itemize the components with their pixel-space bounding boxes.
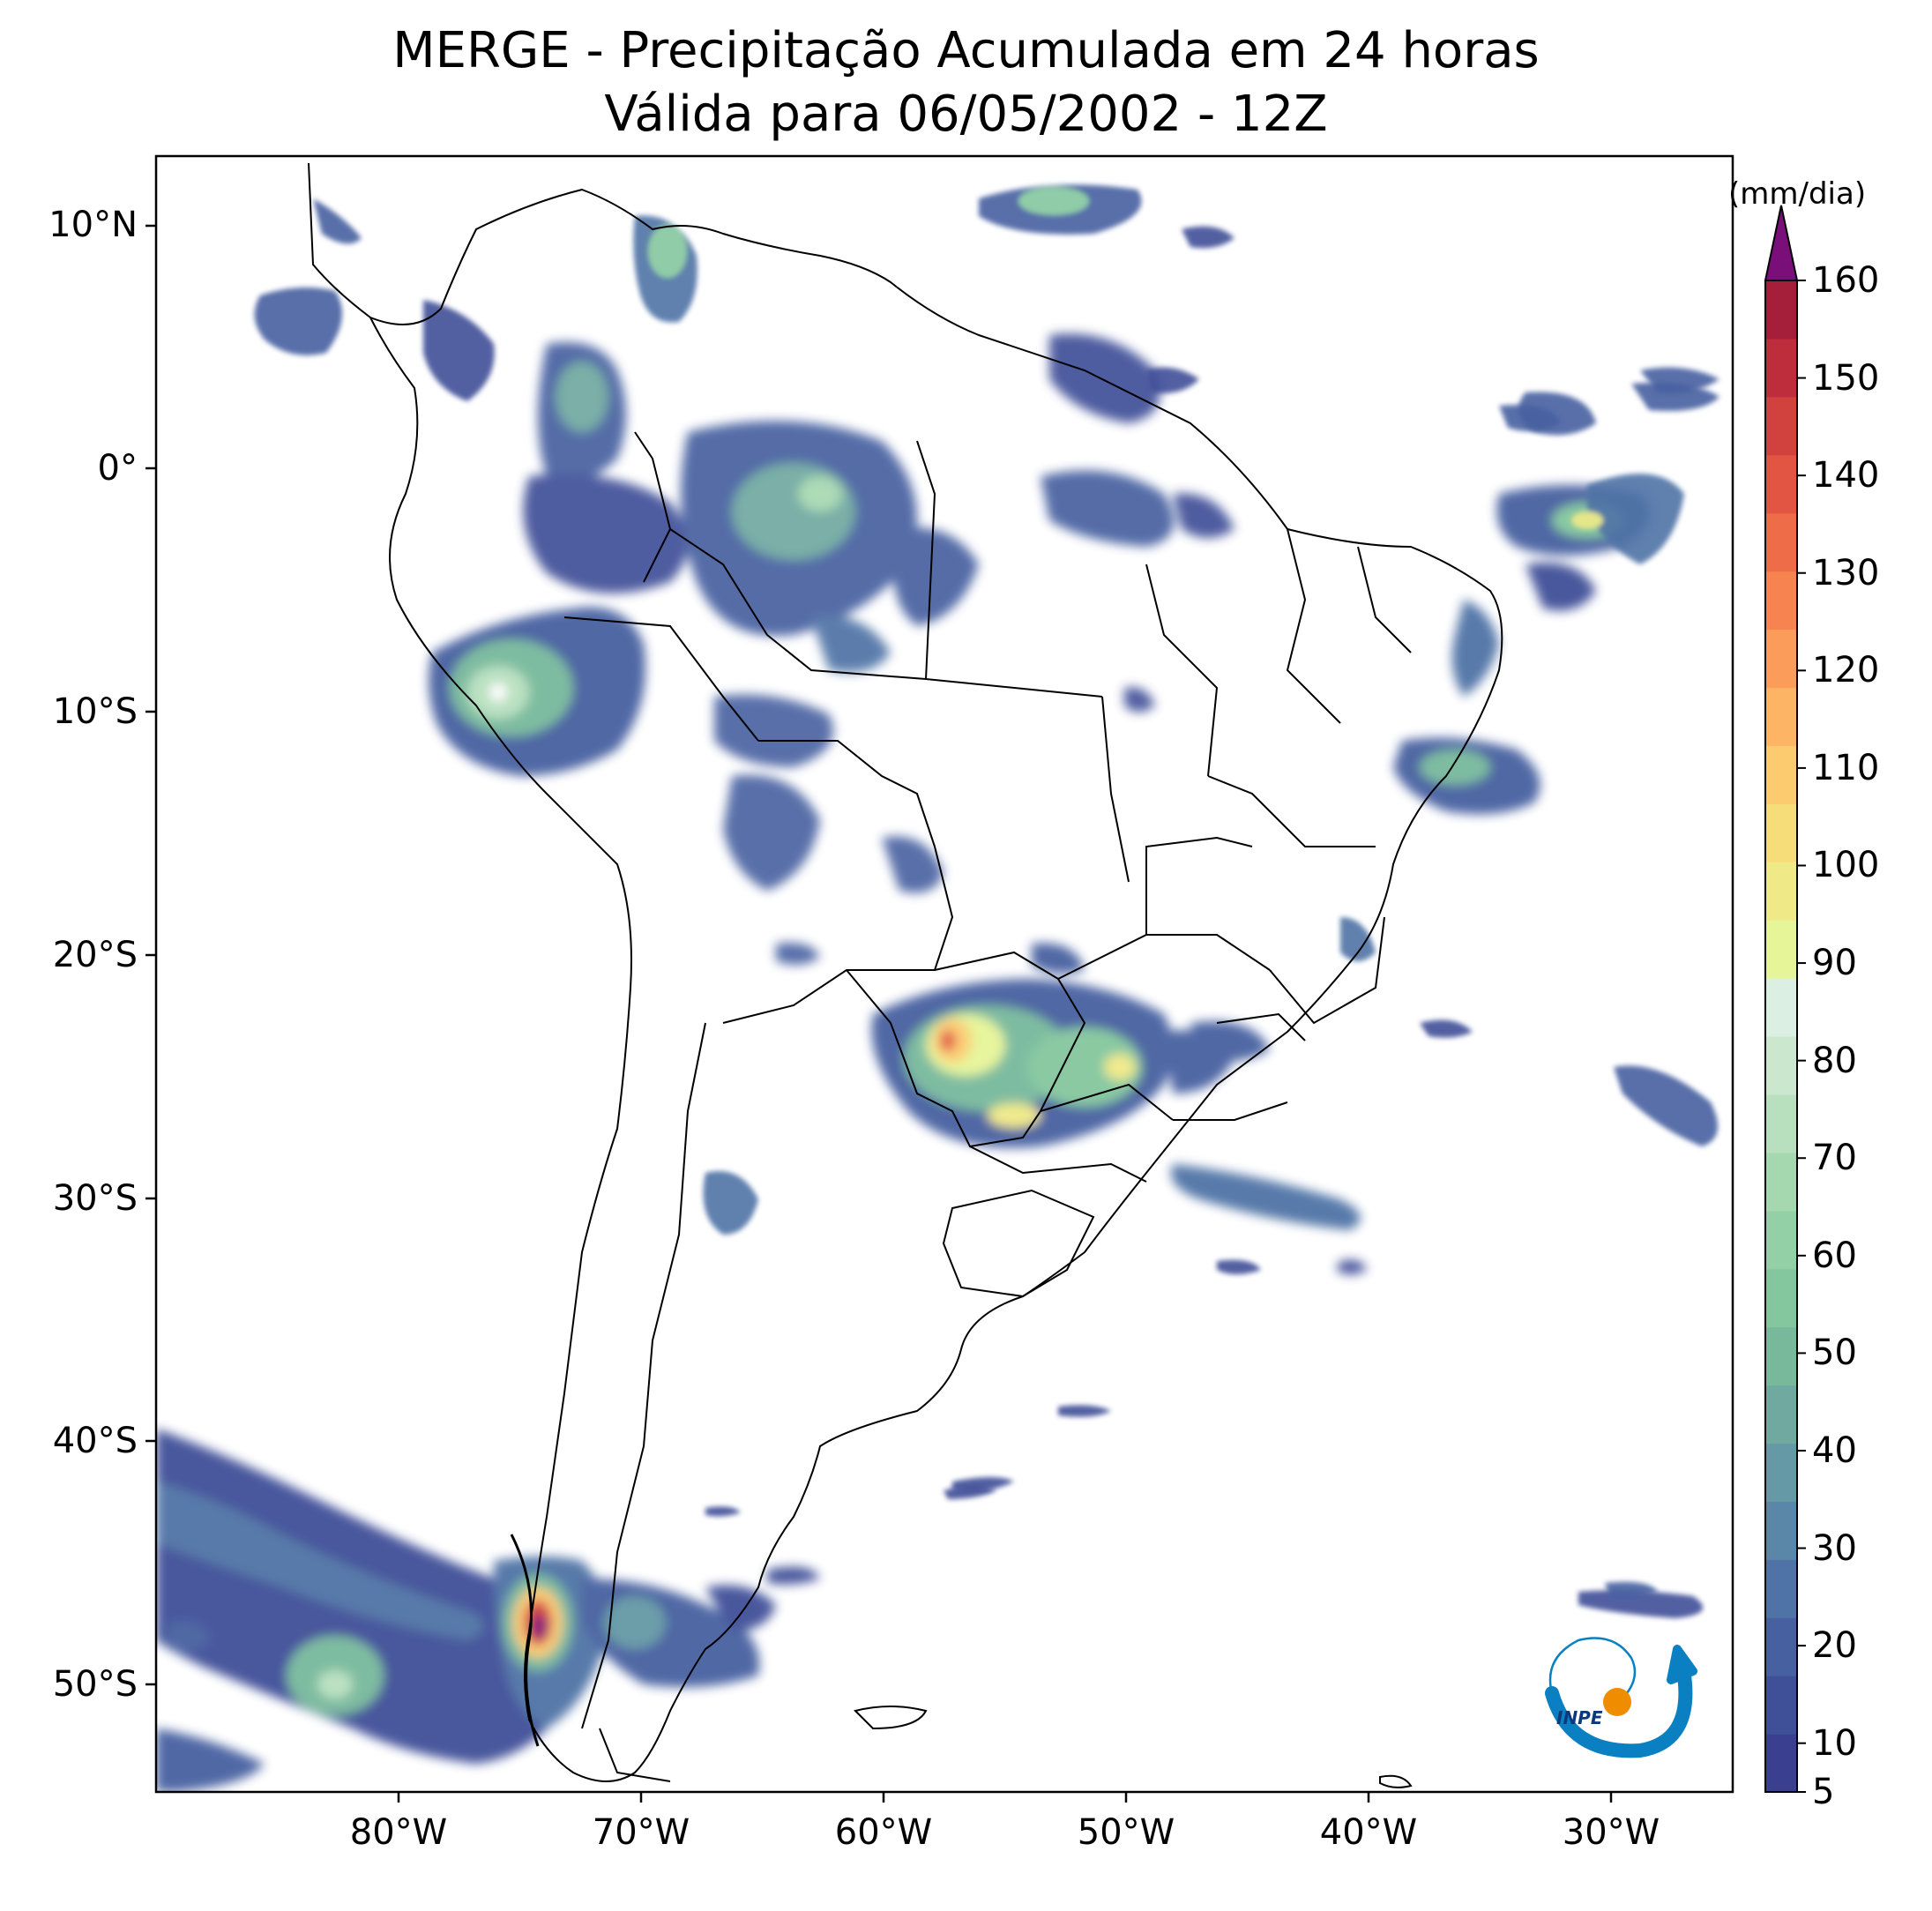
country-borders [308, 162, 1503, 1788]
colorbar-segment [1765, 862, 1797, 921]
colorbar-segment [1765, 745, 1797, 804]
colorbar-frame [1764, 280, 1798, 1793]
lat-label-0: 0° [97, 448, 138, 489]
colorbar-segment [1765, 512, 1797, 572]
colorbar-tick-label: 40 [1812, 1430, 1857, 1471]
colorbar-segment [1765, 1326, 1797, 1386]
precipitation-layer [156, 184, 1719, 1792]
colorbar-segment [1765, 1152, 1797, 1212]
map-frame [154, 154, 1734, 1794]
lon-label-30w: 30°W [1562, 1812, 1660, 1853]
lat-label-10s: 10°S [52, 691, 138, 732]
map-plot-area [156, 156, 1733, 1792]
colorbar-extend-arrow [1764, 205, 1799, 281]
colorbar-segment [1765, 803, 1797, 862]
colorbar-segment [1765, 1210, 1797, 1270]
lat-label-50s: 50°S [52, 1664, 138, 1705]
inpe-logo: INPE [1545, 1637, 1697, 1758]
map-title: MERGE - Precipitação Acumulada em 24 hor… [392, 22, 1540, 79]
colorbar-tick-label: 160 [1812, 260, 1880, 301]
colorbar-tick-label: 20 [1812, 1625, 1857, 1667]
colorbar-segment [1765, 629, 1797, 689]
colorbar [1764, 205, 1806, 1793]
colorbar-segment [1765, 1617, 1797, 1676]
colorbar-tick-label: 90 [1812, 943, 1857, 984]
lon-label-40w: 40°W [1319, 1812, 1418, 1853]
colorbar-tick-label: 150 [1812, 357, 1880, 399]
colorbar-segment [1765, 1094, 1797, 1153]
lat-label-20s: 20°S [52, 935, 138, 975]
colorbar-segment [1765, 1559, 1797, 1618]
colorbar-segment [1765, 454, 1797, 514]
colorbar-unit: (mm/dia) [1728, 176, 1867, 212]
lon-label-60w: 60°W [834, 1812, 933, 1853]
colorbar-segment [1765, 978, 1797, 1037]
colorbar-tick-label: 5 [1812, 1772, 1835, 1812]
inpe-logo-text: INPE [1556, 1707, 1603, 1728]
colorbar-tick-label: 110 [1812, 747, 1880, 788]
colorbar-tick-label: 60 [1812, 1235, 1857, 1276]
colorbar-tick-label: 100 [1812, 845, 1880, 886]
colorbar-segment [1765, 396, 1797, 456]
lat-label-30s: 30°S [52, 1178, 138, 1219]
colorbar-tick-label: 130 [1812, 552, 1880, 593]
colorbar-tick-label: 70 [1812, 1138, 1857, 1179]
colorbar-tick-label: 30 [1812, 1527, 1857, 1569]
axis-ticks [145, 224, 1613, 1803]
lon-label-70w: 70°W [592, 1812, 690, 1853]
colorbar-segment [1765, 1676, 1797, 1735]
colorbar-segment [1765, 571, 1797, 631]
colorbar-tick-label: 80 [1812, 1040, 1857, 1081]
lon-label-50w: 50°W [1077, 1812, 1175, 1853]
colorbar-segment [1765, 1385, 1797, 1444]
lon-label-80w: 80°W [349, 1812, 448, 1853]
colorbar-tick-label: 10 [1812, 1722, 1857, 1764]
colorbar-segment [1765, 1734, 1797, 1793]
colorbar-segment [1765, 1443, 1797, 1502]
colorbar-segment [1765, 1036, 1797, 1095]
lat-label-10n: 10°N [48, 205, 138, 245]
colorbar-segment [1765, 280, 1797, 340]
colorbar-segment [1765, 687, 1797, 746]
map-subtitle: Válida para 06/05/2002 - 12Z [604, 86, 1328, 143]
colorbar-tick-label: 120 [1812, 650, 1880, 691]
colorbar-segment [1765, 338, 1797, 398]
colorbar-segment [1765, 920, 1797, 979]
lat-label-40s: 40°S [52, 1421, 138, 1461]
colorbar-tick-label: 140 [1812, 455, 1880, 496]
colorbar-tick-label: 50 [1812, 1332, 1857, 1374]
colorbar-segment [1765, 1501, 1797, 1560]
colorbar-segment [1765, 1268, 1797, 1328]
